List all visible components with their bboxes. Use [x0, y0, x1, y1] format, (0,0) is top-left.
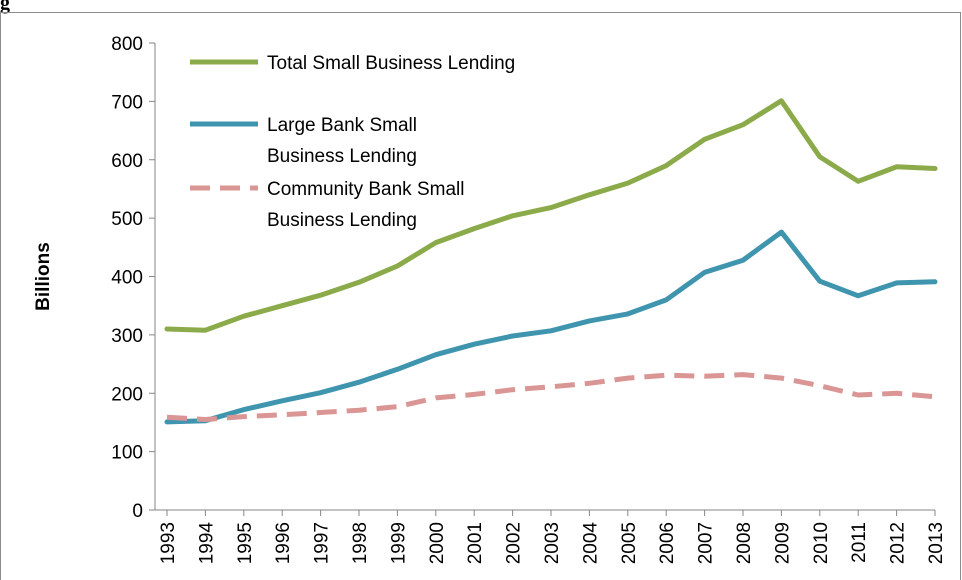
x-tick-label: 1995 — [235, 522, 256, 564]
x-tick-label: 2000 — [427, 522, 448, 564]
x-tick-label: 2005 — [619, 522, 640, 564]
y-tick-label: 0 — [132, 501, 143, 522]
x-tick-label: 2008 — [734, 522, 755, 564]
x-tick-label: 2009 — [772, 522, 793, 564]
y-tick-label: 300 — [111, 326, 143, 347]
x-tick-label: 1996 — [273, 522, 294, 564]
x-tick-label: 2006 — [657, 522, 678, 564]
axes: 0 100 200 300 400 500 600 700 800 1993 1994 1995 199… — [33, 34, 947, 564]
x-tick-label: 2011 — [849, 522, 870, 563]
x-tick-label: 2013 — [926, 522, 947, 564]
y-tick-label: 800 — [111, 34, 143, 55]
series-line-3 — [166, 372, 936, 422]
x-tick-label: 1994 — [196, 522, 217, 565]
y-tick-label: 100 — [111, 443, 143, 464]
x-tick-label: 1998 — [350, 522, 371, 564]
y-tick-label: 200 — [111, 384, 143, 405]
y-axis-title: Billions — [33, 242, 54, 311]
series-line-1 — [164, 98, 938, 333]
x-tick-label: 1993 — [158, 522, 179, 564]
x-tick-label: 1999 — [388, 522, 409, 564]
x-tick-label: 2012 — [888, 522, 909, 564]
x-tick-label: 2010 — [811, 522, 832, 564]
x-tick-label: 2004 — [580, 522, 601, 565]
y-tick-label: 700 — [111, 92, 143, 113]
chart-border — [0, 12, 961, 580]
y-tick-label: 500 — [111, 209, 143, 230]
x-tick-label: 2003 — [542, 522, 563, 564]
y-tick-label: 600 — [111, 151, 143, 172]
x-tick-label: 2001 — [465, 522, 486, 564]
figure-label: g — [0, 0, 10, 14]
x-tick-label: 2007 — [696, 522, 717, 564]
y-tick-label: 400 — [111, 268, 143, 289]
series-layer — [164, 98, 938, 425]
legend-label-2: Large Bank Small Business Lending — [267, 115, 417, 167]
x-tick-label: 2002 — [504, 522, 525, 564]
legend: Total Small Business Lending Large Bank S… — [190, 53, 515, 231]
legend-label-3: Community Bank Small Business Lending — [267, 179, 464, 231]
legend-label-1: Total Small Business Lending — [267, 53, 515, 74]
series-line-2 — [164, 229, 938, 425]
x-tick-label: 1997 — [312, 522, 333, 564]
